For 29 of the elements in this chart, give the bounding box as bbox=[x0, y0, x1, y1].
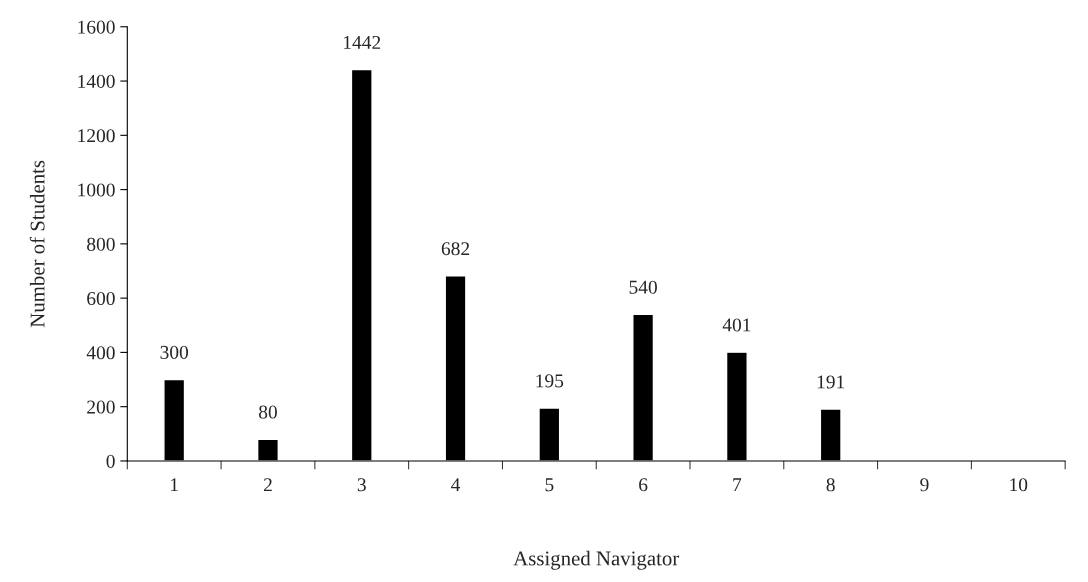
x-tick-label: 1 bbox=[171, 478, 178, 492]
data-label: 682 bbox=[441, 242, 470, 256]
data-label: 195 bbox=[536, 374, 564, 388]
y-tick-label: 1200 bbox=[78, 129, 115, 143]
data-label: 300 bbox=[160, 345, 189, 359]
x-tick-label: 9 bbox=[920, 478, 929, 492]
x-axis-title: Assigned Navigator bbox=[513, 550, 680, 570]
y-tick-label: 800 bbox=[87, 237, 115, 251]
y-axis-title: Number of Students bbox=[29, 160, 45, 328]
x-tick-label: 2 bbox=[263, 478, 272, 492]
x-tick-label: 7 bbox=[733, 478, 742, 492]
x-tick-label: 8 bbox=[826, 478, 835, 492]
x-tick-label: 6 bbox=[639, 478, 648, 492]
y-tick-label: 400 bbox=[86, 346, 115, 360]
data-label: 80 bbox=[258, 405, 277, 419]
x-tick-label: 4 bbox=[451, 478, 461, 492]
y-tick-label: 200 bbox=[87, 400, 115, 414]
y-tick-label: 1000 bbox=[78, 183, 115, 197]
x-tick-label: 5 bbox=[545, 478, 554, 492]
y-tick-label: 600 bbox=[87, 291, 115, 306]
data-label: 191 bbox=[817, 375, 845, 389]
x-tick-label: 10 bbox=[1010, 478, 1028, 492]
x-tick-label: 3 bbox=[357, 478, 366, 492]
data-label: 540 bbox=[629, 280, 657, 294]
data-label: 401 bbox=[722, 318, 751, 332]
y-tick-label: 1600 bbox=[78, 20, 115, 34]
y-tick-label: 1400 bbox=[78, 74, 115, 88]
data-label: 1442 bbox=[344, 35, 381, 49]
y-tick-label: 0 bbox=[106, 454, 115, 468]
